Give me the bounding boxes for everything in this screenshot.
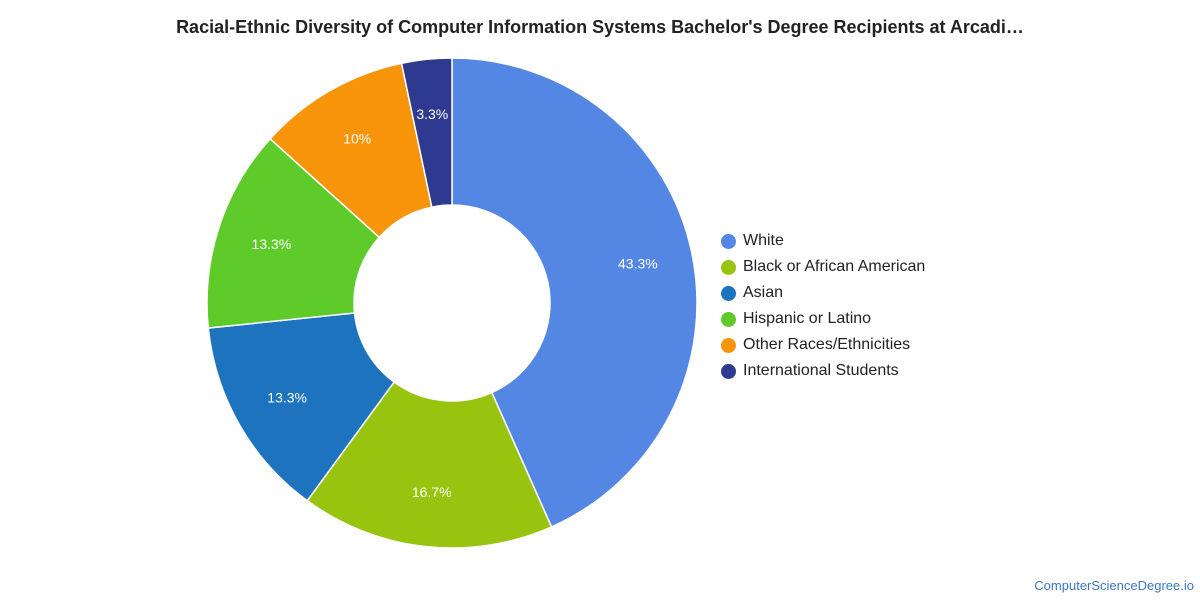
legend-item-other-races-ethnicities[interactable]: Other Races/Ethnicities bbox=[721, 332, 925, 358]
slice-label-white: 43.3% bbox=[618, 256, 658, 272]
chart-title: Racial-Ethnic Diversity of Computer Info… bbox=[176, 17, 1024, 37]
legend-item-hispanic-or-latino[interactable]: Hispanic or Latino bbox=[721, 306, 925, 332]
slice-label-asian: 13.3% bbox=[267, 389, 307, 405]
chart-legend: White Black or African American Asian Hispa… bbox=[721, 228, 925, 384]
legend-label: Asian bbox=[743, 284, 784, 301]
legend-swatch bbox=[721, 259, 736, 275]
slice-white[interactable] bbox=[451, 57, 698, 528]
slice-label-black-or-african-american: 16.7% bbox=[412, 484, 452, 500]
legend-swatch bbox=[721, 363, 736, 379]
legend-swatch bbox=[721, 285, 736, 301]
legend-item-asian[interactable]: Asian bbox=[721, 280, 925, 306]
slice-label-other-races-ethnicities: 10% bbox=[343, 130, 371, 146]
legend-swatch bbox=[721, 233, 736, 249]
legend-label: Black or African American bbox=[743, 258, 926, 275]
legend-item-white[interactable]: White bbox=[721, 228, 925, 254]
slice-black-or-african-american[interactable] bbox=[306, 381, 553, 549]
slice-label-hispanic-or-latino: 13.3% bbox=[252, 236, 292, 252]
legend-swatch bbox=[721, 311, 736, 327]
legend-label: Hispanic or Latino bbox=[743, 310, 872, 327]
legend-item-international-students[interactable]: International Students bbox=[721, 358, 925, 384]
legend-label: Other Races/Ethnicities bbox=[743, 336, 911, 353]
slice-international-students[interactable] bbox=[400, 57, 453, 208]
slice-asian[interactable] bbox=[207, 312, 396, 502]
source-link[interactable]: ComputerScienceDegree.io bbox=[1034, 578, 1194, 593]
legend-item-black-or-african-american[interactable]: Black or African American bbox=[721, 254, 925, 280]
slice-hispanic-or-latino[interactable] bbox=[206, 137, 381, 329]
legend-label: International Students bbox=[743, 362, 899, 379]
legend-swatch bbox=[721, 337, 736, 353]
legend-label: White bbox=[743, 232, 784, 249]
slice-label-international-students: 3.3% bbox=[416, 106, 448, 122]
